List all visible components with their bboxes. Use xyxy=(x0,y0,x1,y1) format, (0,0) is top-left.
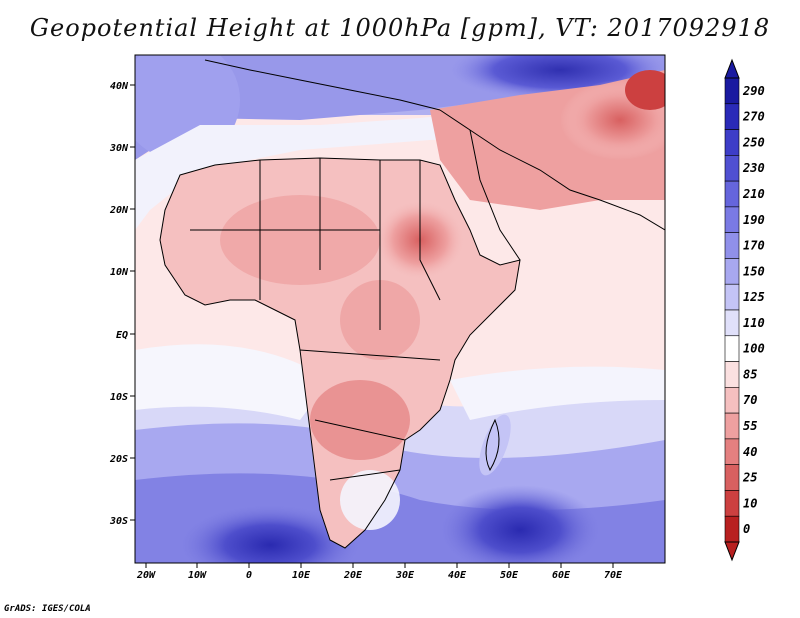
colorbar-label: 85 xyxy=(743,367,757,381)
colorbar-label: 250 xyxy=(742,135,765,149)
credit-label: GrADS: IGES/COLA xyxy=(4,604,91,614)
plot-frame xyxy=(134,54,666,564)
lat-label: 20S xyxy=(109,454,128,465)
lat-label: 20N xyxy=(109,205,129,216)
colorbar-label: 190 xyxy=(743,213,765,227)
lat-axis: 40N 30N 20N 10N EQ 10S 20S 30S xyxy=(109,81,135,527)
lat-label: 30S xyxy=(109,516,128,527)
lon-label: 30E xyxy=(395,570,415,581)
colorbar-label: 10 xyxy=(743,496,757,510)
lon-label: 40E xyxy=(448,570,467,581)
map-title: Geopotential Height at 1000hPa [gpm], VT… xyxy=(29,14,771,42)
colorbar-swatch xyxy=(724,232,740,259)
colorbar-label: 40 xyxy=(743,445,757,459)
colorbar-swatch xyxy=(724,412,740,440)
lon-label: 0 xyxy=(246,570,252,581)
lat-label: 10S xyxy=(110,392,128,403)
lon-label: 20W xyxy=(136,570,156,581)
lon-label: 60E xyxy=(552,570,571,581)
lon-label: 10W xyxy=(188,570,207,581)
lat-label: 10N xyxy=(110,267,129,278)
colorbar-swatch xyxy=(724,361,740,388)
lat-label: EQ xyxy=(116,330,128,341)
lon-label: 10E xyxy=(292,570,311,581)
colorbar-label: 70 xyxy=(743,393,757,407)
lon-label: 70E xyxy=(604,570,623,581)
colorbar-swatch xyxy=(724,129,740,156)
lat-label: 30N xyxy=(109,143,129,154)
colorbar-swatch xyxy=(724,103,740,130)
colorbar-label: 110 xyxy=(743,316,765,330)
colorbar-swatch xyxy=(724,387,740,414)
colorbar-swatch xyxy=(724,77,740,105)
colorbar-label: 170 xyxy=(743,239,765,253)
colorbar-label: 55 xyxy=(743,419,757,433)
colorbar-swatch xyxy=(724,515,740,543)
geopotential-field xyxy=(135,55,665,563)
coastlines xyxy=(159,59,665,549)
colorbar-swatch xyxy=(724,206,740,233)
colorbar-swatch xyxy=(724,155,740,182)
colorbar-swatch xyxy=(724,490,740,517)
colorbar-label: 25 xyxy=(742,471,757,485)
lat-label: 40N xyxy=(110,81,129,92)
colorbar-label: 150 xyxy=(743,264,765,278)
lon-label: 20E xyxy=(343,570,363,581)
colorbar-label: 125 xyxy=(743,290,765,304)
colorbar-label: 290 xyxy=(742,84,765,98)
colorbar-swatch xyxy=(724,335,740,362)
colorbar-label: 230 xyxy=(742,161,765,175)
colorbar-swatch xyxy=(724,309,740,337)
colorbar-swatch xyxy=(724,464,740,491)
lon-label: 50E xyxy=(500,570,519,581)
lon-axis: 20W 10W 0 10E 20E 30E 40E 50E 60E 70E xyxy=(136,563,623,581)
colorbar: 2902702502302101901701501251101008570554… xyxy=(724,58,765,562)
colorbar-swatch xyxy=(724,180,740,208)
colorbar-swatch xyxy=(724,283,740,311)
colorbar-swatch xyxy=(724,438,740,465)
colorbar-label: 210 xyxy=(742,187,765,201)
colorbar-swatch xyxy=(724,258,740,285)
colorbar-arrow-top xyxy=(724,58,740,79)
colorbar-label: 100 xyxy=(743,342,765,356)
colorbar-arrow-bottom xyxy=(724,541,740,562)
colorbar-label: 0 xyxy=(743,522,750,536)
colorbar-label: 270 xyxy=(742,110,765,124)
